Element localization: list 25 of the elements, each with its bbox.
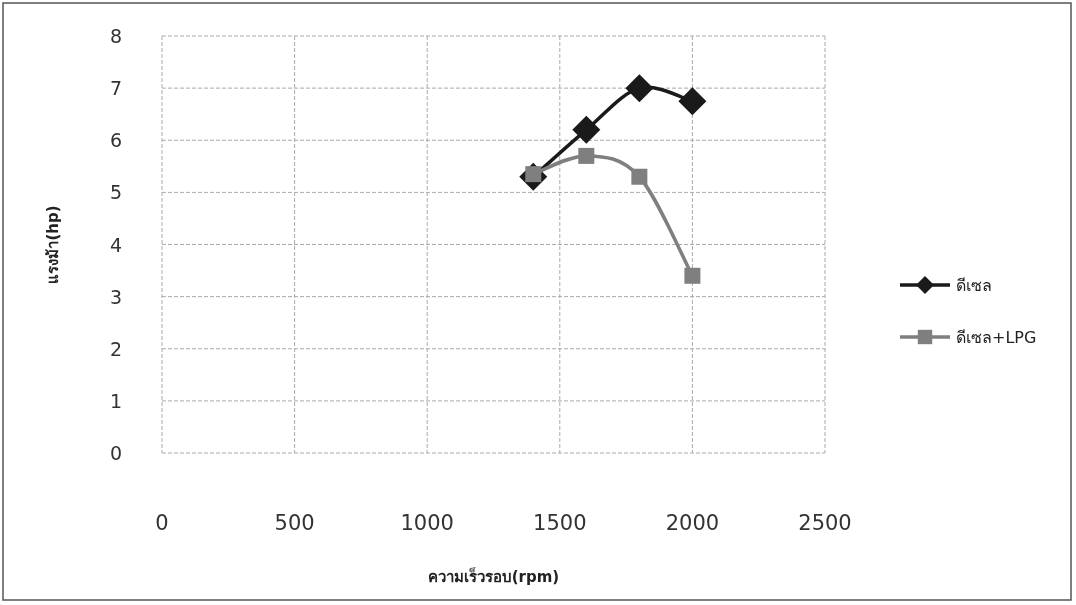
- x-tick-label: 500: [274, 511, 315, 535]
- y-tick-label: 8: [109, 25, 122, 47]
- y-tick-label: 3: [109, 285, 122, 308]
- point: [625, 74, 654, 103]
- point: [631, 168, 648, 185]
- y-tick-label: 6: [109, 129, 122, 152]
- x-tick-label: 1000: [400, 511, 454, 535]
- y-tick-label: 5: [109, 181, 122, 204]
- y-tick-label: 4: [109, 233, 122, 256]
- point: [572, 115, 601, 144]
- x-tick-label: 0: [155, 511, 169, 535]
- point: [684, 267, 701, 284]
- x-tick-label: 2500: [798, 511, 852, 535]
- y-tick-label: 2: [109, 337, 122, 360]
- y-tick-label: 7: [109, 77, 122, 100]
- y-tick-label: 0: [109, 442, 122, 464]
- point: [678, 87, 707, 116]
- point: [578, 147, 595, 164]
- legend-label: ดีเซล: [956, 276, 992, 295]
- x-axis-title: ความเร็วรอบ(rpm): [427, 567, 560, 586]
- x-tick-label: 2000: [665, 511, 720, 535]
- y-tick-label: 1: [109, 389, 122, 412]
- y-axis-title: แรงม้า(hp): [44, 205, 62, 284]
- legend-label: ดีเซล+LPG: [956, 328, 1037, 347]
- x-tick-label: 1500: [533, 511, 587, 535]
